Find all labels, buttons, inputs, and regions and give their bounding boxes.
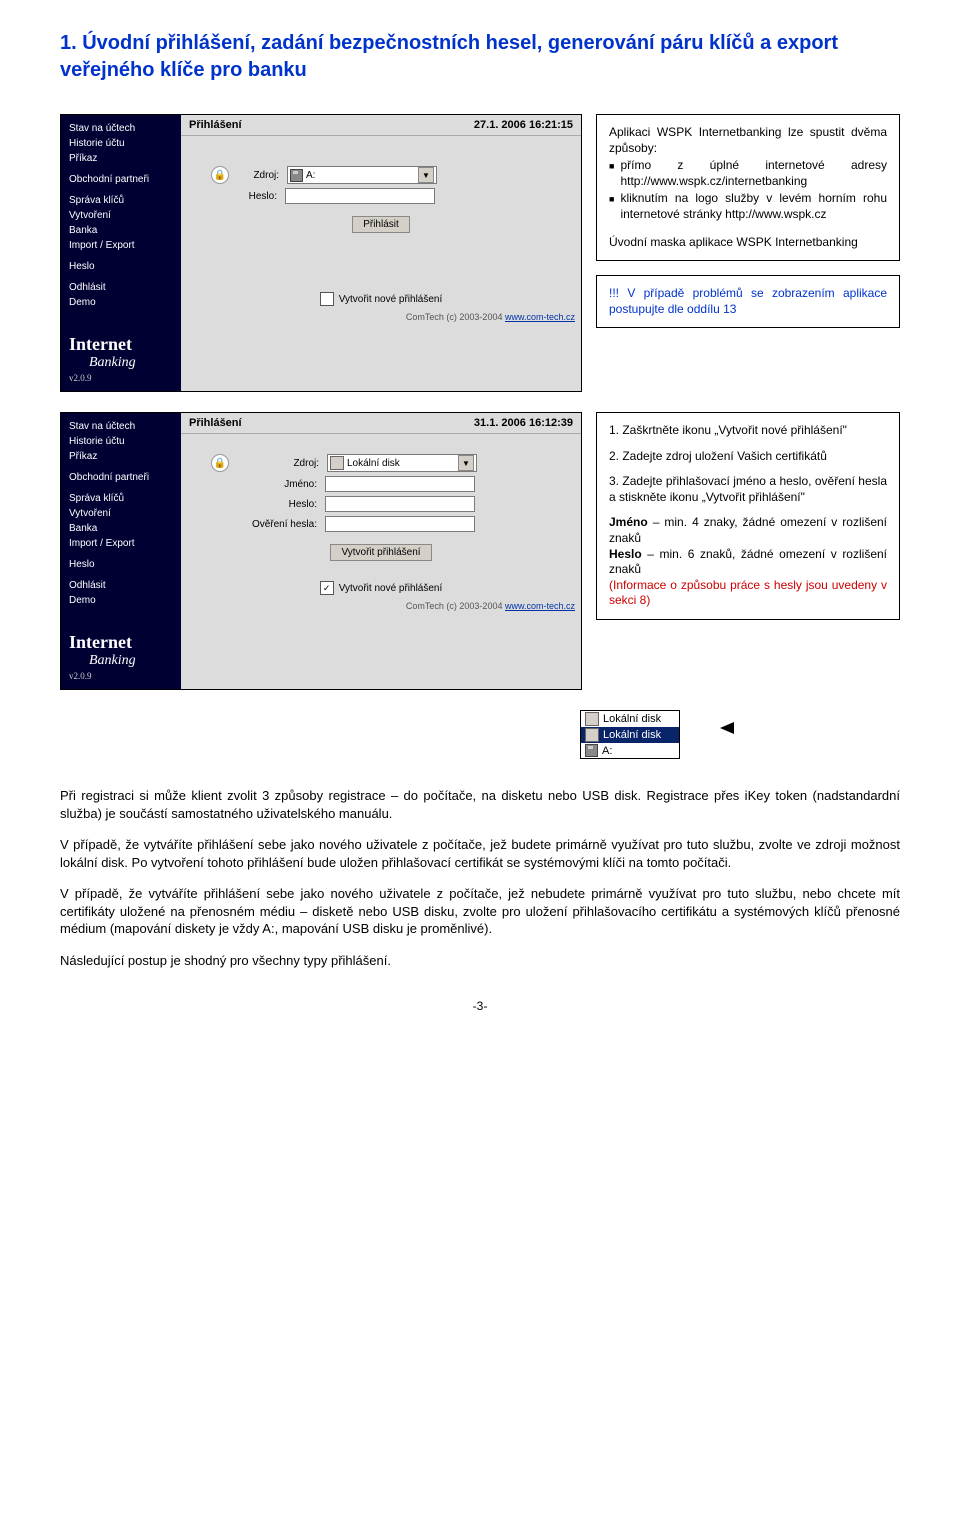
dropdown-option-selected[interactable]: Lokální disk — [581, 727, 679, 743]
body-text: Při registraci si může klient zvolit 3 z… — [60, 787, 900, 969]
body-p4: Následující postup je shodný pro všechny… — [60, 952, 900, 970]
heslo-label: Heslo: — [227, 499, 325, 510]
disk-icon — [585, 728, 599, 742]
body-p2: V případě, že vytváříte přihlášení sebe … — [60, 836, 900, 871]
menu-historie[interactable]: Historie účtu — [69, 434, 177, 449]
screenshot-1: Stav na účtech Historie účtu Příkaz Obch… — [60, 114, 582, 392]
heslo-input[interactable] — [325, 496, 475, 512]
create-new-label: Vytvořit nové přihlášení — [339, 583, 443, 594]
create-login-button[interactable]: Vytvořit přihlášení — [330, 544, 431, 561]
body-p3: V případě, že vytváříte přihlášení sebe … — [60, 885, 900, 938]
screenshot-2: Stav na účtech Historie účtu Příkaz Obch… — [60, 412, 582, 690]
menu-historie[interactable]: Historie účtu — [69, 136, 177, 151]
brand: Internet Banking v2.0.9 — [69, 334, 177, 383]
jmeno-label: Jméno: — [227, 479, 325, 490]
chevron-down-icon[interactable]: ▼ — [458, 455, 474, 471]
menu-banka[interactable]: Banka — [69, 521, 177, 536]
menu-stav[interactable]: Stav na účtech — [69, 121, 177, 136]
box1-p1: Aplikaci WSPK Internetbanking lze spusti… — [609, 125, 887, 156]
dropdown-option[interactable]: Lokální disk — [581, 711, 679, 727]
dropdown-option-label: Lokální disk — [603, 713, 661, 725]
arrow-left-icon — [720, 722, 734, 734]
menu-obchodni[interactable]: Obchodní partneři — [69, 470, 177, 485]
page-number: -3- — [60, 999, 900, 1013]
lock-icon: 🔒 — [211, 166, 229, 184]
menu-demo[interactable]: Demo — [69, 593, 177, 608]
menu-odhlasit[interactable]: Odhlásit — [69, 578, 177, 593]
create-new-checkbox[interactable] — [320, 292, 334, 306]
brand-version: v2.0.9 — [69, 671, 177, 681]
heslo-input[interactable] — [285, 188, 435, 204]
floppy-icon — [585, 744, 598, 757]
menu-vytvoreni[interactable]: Vytvoření — [69, 208, 177, 223]
over-label: Ověření hesla: — [227, 519, 325, 530]
box2-l2: 2. Zadejte zdroj uložení Vašich certifik… — [609, 449, 887, 465]
sidebar: Stav na účtech Historie účtu Příkaz Obch… — [61, 115, 181, 391]
menu-sprava[interactable]: Správa klíčů — [69, 193, 177, 208]
jmeno-input[interactable] — [325, 476, 475, 492]
brand: Internet Banking v2.0.9 — [69, 632, 177, 681]
info-box-2: 1. Zaškrtněte ikonu „Vytvořit nové přihl… — [596, 412, 900, 620]
menu-import[interactable]: Import / Export — [69, 238, 177, 253]
menu-prikaz[interactable]: Příkaz — [69, 449, 177, 464]
warning-box: !!! V případě problémů se zobrazením apl… — [596, 275, 900, 328]
panel-title: Přihlášení — [189, 417, 242, 429]
menu-sprava[interactable]: Správa klíčů — [69, 491, 177, 506]
menu-demo[interactable]: Demo — [69, 295, 177, 310]
dropdown-option-label: Lokální disk — [603, 729, 661, 741]
menu-stav[interactable]: Stav na účtech — [69, 419, 177, 434]
create-new-checkbox[interactable]: ✓ — [320, 581, 334, 595]
login-button[interactable]: Přihlásit — [352, 216, 410, 233]
brand-line2: Banking — [89, 355, 177, 371]
box2-l5: Heslo – min. 6 znaků, žádné omezení v ro… — [609, 547, 887, 578]
menu-banka[interactable]: Banka — [69, 223, 177, 238]
brand-line2: Banking — [89, 653, 177, 669]
menu-heslo[interactable]: Heslo — [69, 557, 177, 572]
disk-icon — [585, 712, 599, 726]
footer-link[interactable]: www.com-tech.cz — [505, 312, 575, 322]
menu-odhlasit[interactable]: Odhlásit — [69, 280, 177, 295]
box1-p2: Úvodní maska aplikace WSPK Internetbanki… — [609, 235, 887, 251]
panel-title: Přihlášení — [189, 119, 242, 131]
zdroj-select[interactable]: Lokální disk ▼ — [327, 454, 477, 472]
brand-line1: Internet — [69, 334, 177, 355]
body-p1: Při registraci si může klient zvolit 3 z… — [60, 787, 900, 822]
footer: ComTech (c) 2003-2004 www.com-tech.cz — [181, 599, 581, 615]
zdroj-dropdown-expanded[interactable]: Lokální disk Lokální disk A: — [580, 710, 680, 759]
panel-timestamp: 31.1. 2006 16:12:39 — [474, 417, 573, 429]
zdroj-value: A: — [306, 170, 315, 181]
floppy-icon — [290, 169, 303, 182]
menu-heslo[interactable]: Heslo — [69, 259, 177, 274]
box1-b2: kliknutím na logo služby v levém horním … — [620, 191, 887, 222]
menu-obchodni[interactable]: Obchodní partneři — [69, 172, 177, 187]
info-box-1: Aplikaci WSPK Internetbanking lze spusti… — [596, 114, 900, 261]
zdroj-label: Zdroj: — [229, 170, 287, 181]
menu-import[interactable]: Import / Export — [69, 536, 177, 551]
box2-l4: Jméno – min. 4 znaky, žádné omezení v ro… — [609, 515, 887, 546]
box2-l1: 1. Zaškrtněte ikonu „Vytvořit nové přihl… — [609, 423, 887, 439]
dropdown-option[interactable]: A: — [581, 743, 679, 758]
menu-prikaz[interactable]: Příkaz — [69, 151, 177, 166]
box2-l3: 3. Zadejte přihlašovací jméno a heslo, o… — [609, 474, 887, 505]
lock-icon: 🔒 — [211, 454, 229, 472]
create-new-label: Vytvořit nové přihlášení — [339, 294, 443, 305]
box2-l6: (Informace o způsobu práce s hesly jsou … — [609, 578, 887, 609]
panel-timestamp: 27.1. 2006 16:21:15 — [474, 119, 573, 131]
over-input[interactable] — [325, 516, 475, 532]
dropdown-option-label: A: — [602, 745, 612, 757]
brand-version: v2.0.9 — [69, 373, 177, 383]
heslo-label: Heslo: — [227, 191, 285, 202]
zdroj-select[interactable]: A: ▼ — [287, 166, 437, 184]
chevron-down-icon[interactable]: ▼ — [418, 167, 434, 183]
zdroj-label: Zdroj: — [229, 458, 327, 469]
page-title: 1. Úvodní přihlášení, zadání bezpečnostn… — [60, 30, 900, 84]
zdroj-value: Lokální disk — [347, 458, 400, 469]
box1-b1: přímo z úplné internetové adresy http://… — [620, 158, 887, 189]
footer: ComTech (c) 2003-2004 www.com-tech.cz — [181, 310, 581, 326]
disk-icon — [330, 456, 344, 470]
brand-line1: Internet — [69, 632, 177, 653]
sidebar: Stav na účtech Historie účtu Příkaz Obch… — [61, 413, 181, 689]
footer-link[interactable]: www.com-tech.cz — [505, 601, 575, 611]
menu-vytvoreni[interactable]: Vytvoření — [69, 506, 177, 521]
